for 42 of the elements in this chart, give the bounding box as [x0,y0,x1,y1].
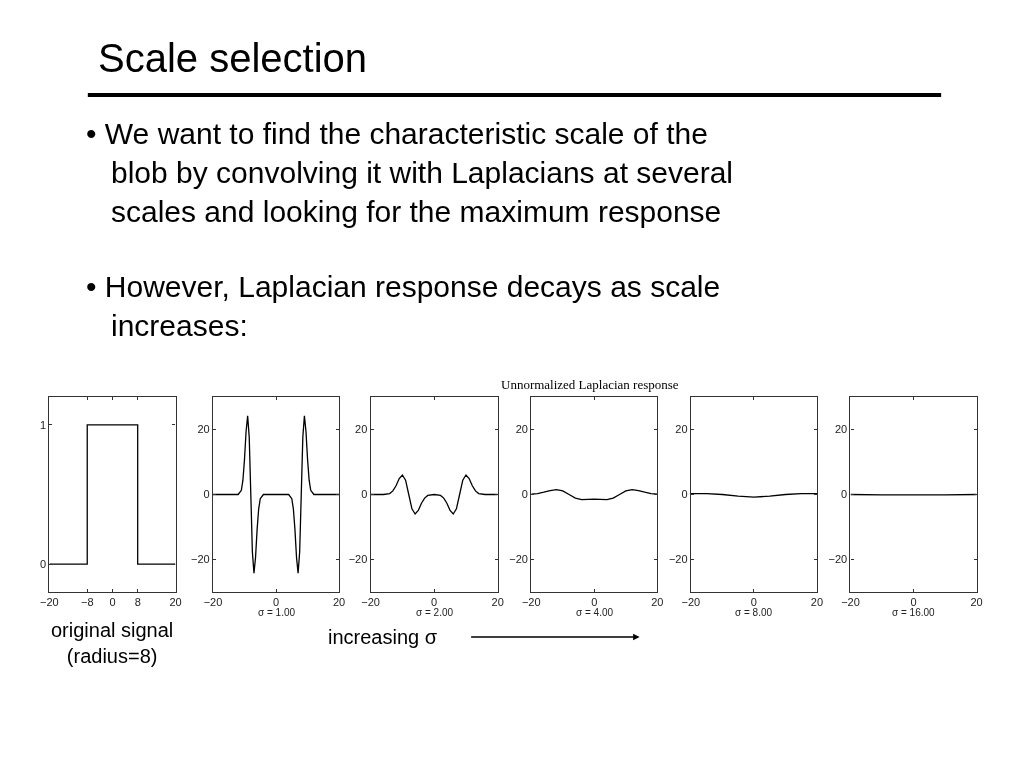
x-axis-title: σ = 8.00 [735,607,773,618]
x-tick-label: 0 [109,596,116,609]
y-tick-label: −20 [668,553,688,566]
x-tick-label: 0 [272,596,280,609]
y-tick-label: 20 [515,423,528,436]
text: Unnormalized Laplacian response [501,377,679,392]
text: increasing σ [328,626,438,648]
x-tick-label: 20 [810,596,824,609]
x-tick-label: 0 [750,596,757,609]
y-tick-label: −20 [348,553,368,566]
y-tick-label: −20 [191,553,210,566]
y-tick-label: 0 [361,488,368,501]
y-tick-label: 20 [834,423,848,436]
y-tick-label: −20 [509,553,528,566]
x-tick-label: 20 [169,596,182,609]
x-tick-label: 20 [332,596,346,609]
y-tick-label: 20 [197,423,210,436]
x-tick-label: 0 [591,596,598,609]
text: • However, Laplacian response decays as scale increases: [86,270,721,342]
y-tick-label: −20 [828,553,848,566]
x-tick-label: 20 [970,596,983,609]
x-axis-title: σ = 4.00 [576,607,614,618]
y-tick-label: 1 [39,418,47,431]
y-tick-label: 0 [841,488,848,501]
x-tick-label: 20 [651,596,664,609]
x-tick-label: 0 [910,596,917,609]
x-axis-title: σ = 2.00 [416,607,454,618]
text: • We want to find the characteristic scale of the blob by convolving it with Laplacians at several scales and looking for the maximum response [86,117,734,228]
x-axis-title: σ = 1.00 [258,607,296,618]
chart-title: Scale selection [98,36,368,80]
x-tick-label: −8 [80,596,94,609]
y-tick-label: 20 [355,423,368,436]
y-tick-label: 0 [681,488,688,501]
x-tick-label: 20 [491,596,504,609]
y-tick-label: 20 [675,423,688,436]
x-tick-label: 0 [431,596,438,609]
y-tick-label: 0 [521,488,528,501]
line-series [531,488,658,501]
x-axis-title: σ = 16.00 [892,607,936,618]
x-axis-title: original signal (radius=8) [51,619,174,667]
x-tick-label: 8 [134,596,141,609]
y-tick-label: 0 [203,488,210,501]
